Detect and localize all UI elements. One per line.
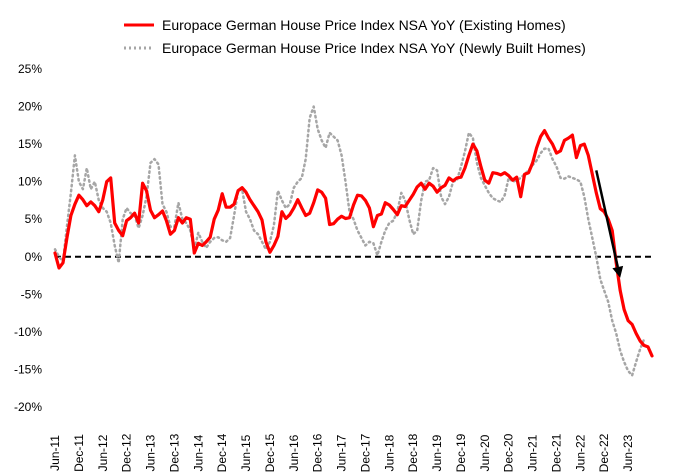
legend-label-newly-built: Europace German House Price Index NSA Yo… (162, 40, 586, 56)
trend-arrow-shaft (595, 170, 619, 268)
y-tick-label: -20% (14, 400, 42, 414)
plot-area (53, 105, 654, 377)
x-tick-label: Jun-23 (621, 434, 635, 471)
y-tick-label: 25% (18, 62, 42, 76)
y-tick-label: -10% (14, 325, 42, 339)
x-axis: Jun-11 Dec-11 Jun-12 Dec-12 Jun-13 Dec-13 Jun-… (48, 433, 635, 472)
x-tick-label: Jun-12 (96, 434, 110, 471)
x-tick-label: Jun-22 (573, 434, 587, 471)
x-tick-label: Dec-20 (502, 433, 516, 472)
y-tick-label: 10% (18, 175, 42, 189)
x-tick-label: Jun-19 (430, 434, 444, 471)
trend-arrow-head (612, 265, 624, 278)
x-tick-label: Dec-18 (406, 433, 420, 472)
y-tick-label: -5% (21, 287, 43, 301)
x-tick-label: Jun-11 (48, 435, 62, 471)
y-tick-label: 20% (18, 100, 42, 114)
x-tick-label: Jun-17 (335, 434, 349, 471)
x-tick-label: Dec-22 (597, 433, 611, 472)
x-tick-label: Dec-15 (263, 433, 277, 472)
x-tick-label: Jun-13 (144, 434, 158, 471)
legend-label-existing: Europace German House Price Index NSA Yo… (162, 17, 566, 33)
y-tick-label: 15% (18, 137, 42, 151)
y-tick-label: 0% (25, 250, 43, 264)
x-tick-label: Jun-20 (478, 434, 492, 471)
y-tick-label: 5% (25, 212, 43, 226)
x-tick-label: Jun-14 (191, 434, 205, 471)
x-tick-label: Dec-21 (549, 433, 563, 472)
x-tick-label: Jun-18 (382, 434, 396, 471)
x-tick-label: Dec-11 (72, 434, 86, 472)
x-tick-label: Jun-15 (239, 434, 253, 471)
x-tick-label: Jun-21 (526, 434, 540, 471)
x-tick-label: Dec-16 (311, 433, 325, 472)
x-tick-label: Dec-17 (358, 433, 372, 472)
x-tick-label: Dec-14 (215, 433, 229, 472)
series-line-newly-built-homes (53, 105, 646, 377)
x-tick-label: Dec-13 (167, 433, 181, 472)
x-tick-label: Dec-12 (120, 433, 134, 472)
x-tick-label: Dec-19 (454, 433, 468, 472)
y-axis: 25% 20% 15% 10% 5% 0% -5% -10% -15% -20% (14, 62, 42, 414)
series-line-existing-homes (53, 129, 654, 358)
legend: Europace German House Price Index NSA Yo… (124, 17, 586, 56)
x-tick-label: Jun-16 (287, 434, 301, 471)
y-tick-label: -15% (14, 362, 42, 376)
